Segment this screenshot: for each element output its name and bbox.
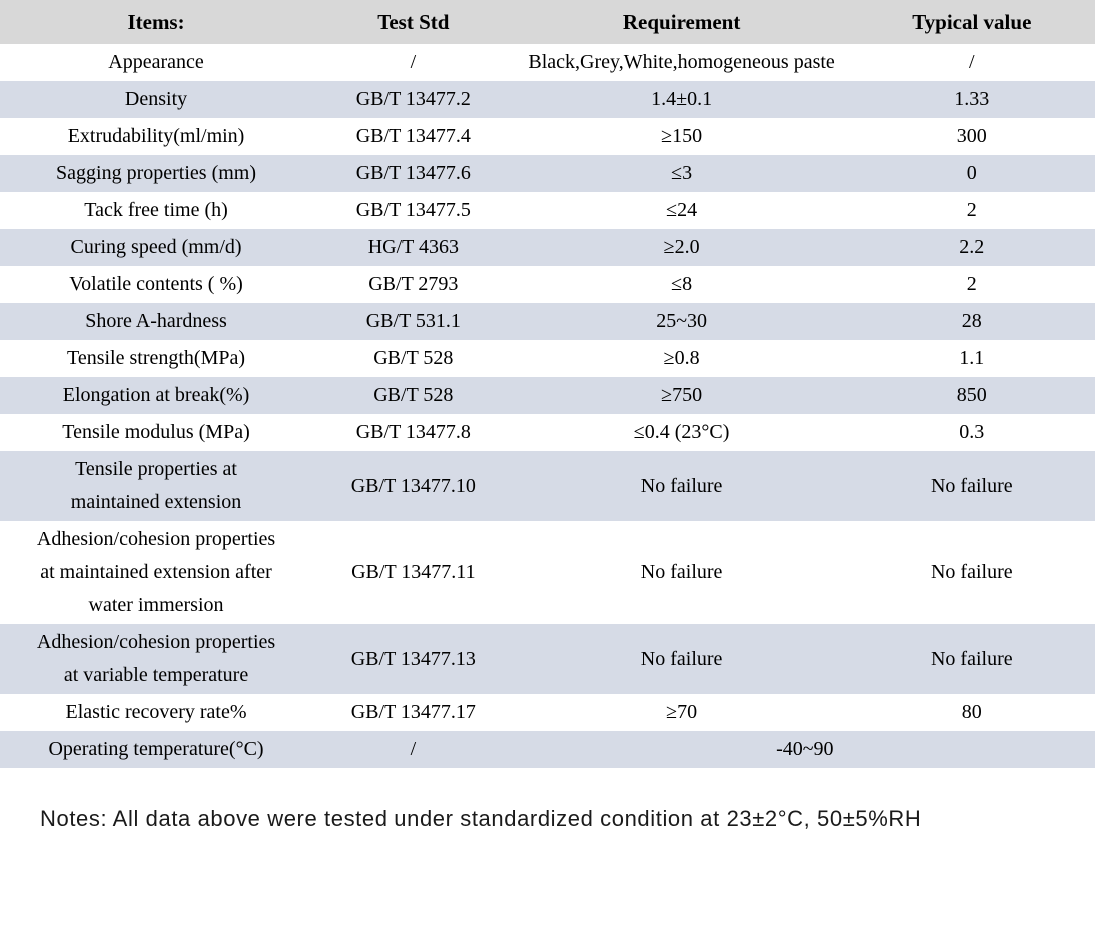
- table-row: Appearance / Black,Grey,White,homogeneou…: [0, 44, 1095, 81]
- cell-requirement: ≤0.4 (23°C): [633, 421, 730, 443]
- cell-typical-value: 2: [966, 273, 977, 295]
- header-row: Items: Test Std Requirement Typical valu…: [0, 0, 1095, 44]
- cell-typical-value: No failure: [930, 561, 1013, 583]
- cell-test-std: GB/T 13477.8: [355, 421, 471, 443]
- cell-typical-value: /: [969, 51, 975, 73]
- table-row: Curing speed (mm/d) HG/T 4363 ≥2.0 2.2: [0, 229, 1095, 266]
- cell-requirement: No failure: [640, 561, 723, 583]
- cell-requirement: ≥70: [666, 701, 698, 723]
- cell-test-std: GB/T 13477.11: [351, 561, 476, 583]
- table-row: Adhesion/cohesion properties at maintain…: [0, 521, 1095, 624]
- cell-requirement: No failure: [640, 647, 723, 670]
- notes-text: Notes: All data above were tested under …: [40, 806, 922, 831]
- cell-typical-value: 0.3: [959, 421, 985, 443]
- table-row: Tensile strength(MPa) GB/T 528 ≥0.8 1.1: [0, 340, 1095, 377]
- cell-requirement: ≤24: [666, 199, 698, 221]
- column-header-requirement: Requirement: [514, 0, 849, 44]
- cell-item: Tensile modulus (MPa): [62, 421, 250, 443]
- cell-typical-value: No failure: [930, 647, 1013, 670]
- cell-typical-value: 2: [966, 199, 977, 221]
- cell-item: Tensile properties at maintained extensi…: [70, 458, 242, 513]
- cell-item: Extrudability(ml/min): [67, 125, 245, 147]
- cell-test-std: GB/T 13477.5: [355, 199, 471, 221]
- cell-requirement: ≥2.0: [663, 236, 700, 258]
- cell-requirement: ≤8: [671, 273, 693, 295]
- cell-typical-value: 2.2: [959, 236, 985, 258]
- cell-requirement: ≥750: [661, 384, 703, 406]
- cell-item: Elongation at break(%): [62, 384, 250, 406]
- cell-typical-value: 1.33: [954, 88, 990, 110]
- table-row: Operating temperature(°C) / -40~90: [0, 731, 1095, 768]
- cell-test-std: GB/T 13477.4: [355, 125, 471, 147]
- cell-item: Curing speed (mm/d): [70, 236, 242, 258]
- cell-typical-value: No failure: [930, 474, 1013, 497]
- cell-test-std: GB/T 13477.13: [350, 647, 476, 670]
- table-row: Elongation at break(%) GB/T 528 ≥750 850: [0, 377, 1095, 414]
- cell-requirement: ≥150: [661, 125, 703, 147]
- cell-requirement: -40~90: [776, 738, 834, 760]
- table-row: Tack free time (h) GB/T 13477.5 ≤24 2: [0, 192, 1095, 229]
- cell-requirement: Black,Grey,White,homogeneous paste: [528, 51, 835, 73]
- cell-item: Shore A-hardness: [85, 310, 227, 332]
- cell-test-std: /: [410, 51, 417, 73]
- cell-typical-value: 80: [961, 701, 982, 723]
- cell-test-std: /: [410, 738, 417, 760]
- cell-item: Tack free time (h): [84, 199, 228, 221]
- cell-requirement: ≥0.8: [663, 347, 700, 369]
- table-row: Volatile contents ( %) GB/T 2793 ≤8 2: [0, 266, 1095, 303]
- table-row: Adhesion/cohesion properties at variable…: [0, 624, 1095, 694]
- cell-requirement: No failure: [640, 474, 723, 497]
- table-row: Tensile modulus (MPa) GB/T 13477.8 ≤0.4 …: [0, 414, 1095, 451]
- spec-table: Items: Test Std Requirement Typical valu…: [0, 0, 1095, 768]
- table-row: Extrudability(ml/min) GB/T 13477.4 ≥150 …: [0, 118, 1095, 155]
- table-row: Density GB/T 13477.2 1.4±0.1 1.33: [0, 81, 1095, 118]
- cell-requirement: 25~30: [656, 310, 708, 332]
- cell-item: Elastic recovery rate%: [65, 701, 247, 723]
- cell-test-std: GB/T 2793: [368, 273, 459, 295]
- cell-test-std: HG/T 4363: [367, 236, 459, 258]
- column-header-typical-value: Typical value: [848, 0, 1095, 44]
- cell-item: Adhesion/cohesion properties at variable…: [36, 631, 276, 686]
- table-row: Elastic recovery rate% GB/T 13477.17 ≥70…: [0, 694, 1095, 731]
- cell-test-std: GB/T 528: [373, 384, 454, 406]
- cell-item: Tensile strength(MPa): [67, 347, 246, 369]
- cell-test-std: GB/T 13477.2: [355, 88, 471, 110]
- column-header-items: Items:: [0, 0, 313, 44]
- cell-item: Volatile contents ( %): [69, 273, 243, 295]
- table-row: Sagging properties (mm) GB/T 13477.6 ≤3 …: [0, 155, 1095, 192]
- cell-item: Adhesion/cohesion properties at maintain…: [36, 528, 276, 616]
- cell-test-std: GB/T 13477.6: [355, 162, 471, 184]
- cell-requirement: 1.4±0.1: [651, 88, 713, 110]
- cell-item: Appearance: [108, 51, 204, 73]
- cell-typical-value: 0: [966, 162, 977, 184]
- cell-typical-value: 850: [956, 384, 987, 406]
- cell-test-std: GB/T 528: [373, 347, 454, 369]
- table-row: Shore A-hardness GB/T 531.1 25~30 28: [0, 303, 1095, 340]
- cell-test-std: GB/T 531.1: [365, 310, 461, 332]
- cell-item: Density: [124, 88, 188, 110]
- column-header-test-std: Test Std: [312, 0, 515, 44]
- cell-typical-value: 300: [956, 125, 987, 147]
- cell-typical-value: 1.1: [959, 347, 985, 369]
- cell-test-std: GB/T 13477.17: [350, 701, 476, 723]
- cell-requirement: ≤3: [671, 162, 693, 184]
- cell-typical-value: 28: [961, 310, 982, 332]
- cell-test-std: GB/T 13477.10: [350, 474, 476, 497]
- cell-item: Sagging properties (mm): [56, 162, 257, 184]
- cell-item: Operating temperature(°C): [48, 738, 264, 760]
- table-row: Tensile properties at maintained extensi…: [0, 451, 1095, 521]
